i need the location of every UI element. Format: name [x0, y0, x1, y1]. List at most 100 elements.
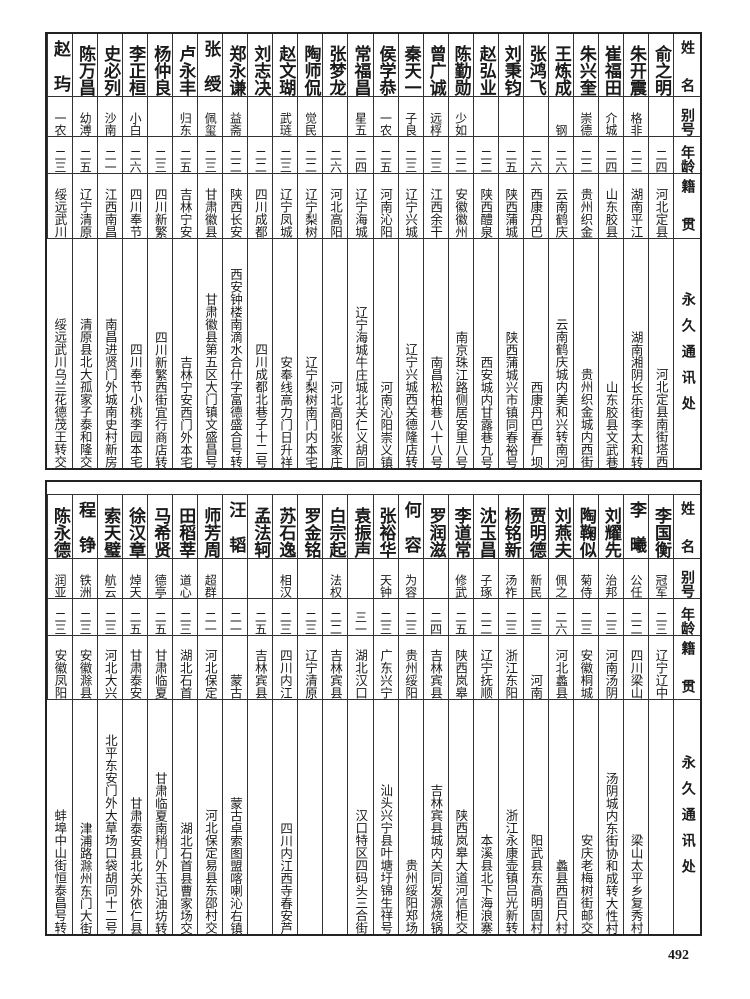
cell-origin: 广东兴宁	[372, 636, 398, 700]
age-text: 二三	[403, 611, 418, 635]
cell-name: 刘志决	[247, 34, 273, 97]
age-text: 二五	[253, 611, 268, 635]
cell-name: 孟法轲	[247, 495, 273, 559]
age-text: 二四	[428, 611, 443, 635]
cell-name: 崔福田	[597, 34, 623, 97]
alias-text: 新民	[528, 574, 543, 598]
cell-address: 阳武县东高明固村	[522, 700, 548, 934]
cell-origin: 西康丹巴	[522, 174, 548, 239]
cell-alias	[497, 97, 523, 137]
cell-alias	[347, 559, 373, 599]
cell-age: 二三	[422, 137, 448, 174]
age-text: 二五	[178, 149, 193, 173]
roster-table-bottom: 姓名 李国衡 李曦 刘耀先 陶鞠似 刘燕夫 贾明德 杨铭新 沈玉昌 李道常 罗润滋 何容 张裕华 袁振声白…	[45, 480, 702, 936]
name-text: 常福昌	[350, 45, 371, 96]
roster-table-top: 姓名 俞之明 朱开震 崔福田 朱兴奎 王炼成 张鸿飞 刘秉钧 赵弘业 陈勤勋 曾广诚 秦天一 侯学恭 常福…	[45, 32, 702, 470]
cell-age: 二六	[547, 137, 573, 174]
cell-origin: 江西南昌	[97, 174, 123, 239]
cell-alias: 一农	[372, 97, 398, 137]
origin-text: 江西南昌	[102, 188, 118, 238]
cell-age: 二六	[122, 137, 148, 174]
cell-name: 朱兴奎	[572, 34, 598, 97]
age-text: 二二	[253, 149, 268, 173]
cell-alias: 星五	[347, 97, 373, 137]
cell-age: 二五	[147, 599, 173, 636]
cell-alias	[422, 559, 448, 599]
cell-name: 陶鞠似	[572, 495, 598, 559]
cell-address: 南昌进贤门外城南史村新房	[97, 239, 122, 468]
cell-origin: 吉林宾县	[247, 636, 273, 700]
name-text: 张鸿飞	[525, 45, 546, 96]
cell-alias: 天钟	[372, 559, 398, 599]
cell-age: 二五	[122, 599, 148, 636]
alias-text: 一农	[378, 112, 393, 136]
cell-origin: 安徽凤阳	[47, 636, 73, 700]
page-number: 492	[668, 948, 689, 963]
cell-origin: 江西余干	[422, 174, 448, 239]
cell-name: 白宗起	[322, 495, 348, 559]
cell-name: 张鸿飞	[522, 34, 548, 97]
address-text: 本溪县北下海浪寨	[478, 834, 494, 934]
origin-text: 甘肃泰安	[127, 649, 143, 699]
cell-origin: 河南	[522, 636, 548, 700]
age-text: 二二	[303, 149, 318, 173]
cell-address: 辽宁梨树南门内本宅	[297, 239, 322, 468]
address-text: 南昌进贤门外城南史村新房	[102, 318, 118, 468]
header-age-label: 年龄	[679, 145, 695, 173]
cell-name: 张裕华	[372, 495, 398, 559]
cell-age: 二六	[322, 137, 348, 174]
cell-name: 史必列	[97, 34, 123, 97]
origin-text: 河北高阳	[327, 188, 343, 238]
cell-age: 二二	[472, 599, 498, 636]
header-address: 永久通讯处	[673, 239, 700, 468]
age-text: 二二	[453, 149, 468, 173]
age-text: 二三	[53, 611, 68, 635]
cell-alias	[247, 97, 273, 137]
name-text: 秦天一	[400, 45, 421, 96]
age-text: 二五	[153, 611, 168, 635]
cell-origin: 辽宁海城	[347, 174, 373, 239]
cell-alias: 汤祚	[497, 559, 523, 599]
origin-text: 蒙古	[227, 674, 243, 699]
age-text: 二一	[228, 611, 243, 635]
alias-text: 格非	[628, 112, 643, 136]
address-text: 蠡县西百尺村	[553, 859, 569, 934]
origin-text: 辽宁兴城	[403, 188, 419, 238]
cell-name: 朱开震	[622, 34, 648, 97]
cell-origin: 河北高阳	[322, 174, 348, 239]
age-text: 二二	[328, 611, 343, 635]
cell-origin: 贵州绥阳	[397, 636, 423, 700]
cell-address: 辽宁兴城西关德隆店转	[397, 239, 423, 468]
cell-origin: 吉林宾县	[422, 636, 448, 700]
origin-text: 辽宁凤城	[277, 188, 293, 238]
cell-address: 西安钟楼南滴水合什字富德盛合号转	[222, 239, 247, 468]
cell-origin: 辽宁凤城	[272, 174, 298, 239]
origin-text: 吉林宁安	[177, 188, 193, 238]
cell-age: 二三	[647, 599, 673, 636]
cell-alias	[472, 97, 498, 137]
cell-name: 赵文瑚	[272, 34, 298, 97]
age-text: 二六	[528, 149, 543, 173]
header-address-label: 永久通讯处	[679, 291, 696, 422]
cell-address: 南京珠江路侧居安里八号	[447, 239, 473, 468]
age-text: 二三	[603, 611, 618, 635]
address-text: 河南沁阳崇义镇	[378, 380, 394, 469]
origin-text: 安徽桐城	[578, 649, 594, 699]
cell-address: 梁山太平乡复秀村	[622, 700, 648, 934]
address-text: 西康丹巴春厂坝	[528, 380, 544, 469]
name-text: 李道常	[450, 507, 471, 558]
address-text: 四川新繁西街宜行商店转	[152, 330, 168, 469]
cell-origin: 辽宁辽中	[647, 636, 673, 700]
alias-text: 归东	[178, 112, 193, 136]
age-text: 二二	[628, 149, 643, 173]
age-text: 二五	[128, 611, 143, 635]
address-text: 西安钟楼南滴水合什字富德盛合号转	[228, 268, 244, 468]
cell-age: 二三	[147, 137, 173, 174]
cell-origin: 陕西蒲城	[497, 174, 523, 239]
cell-alias	[147, 97, 173, 137]
name-text: 刘秉钧	[500, 45, 521, 96]
alias-text: 天钟	[378, 574, 393, 598]
header-name: 姓名	[673, 34, 700, 97]
cell-name: 陈万昌	[72, 34, 98, 97]
age-text: 二三	[53, 149, 68, 173]
